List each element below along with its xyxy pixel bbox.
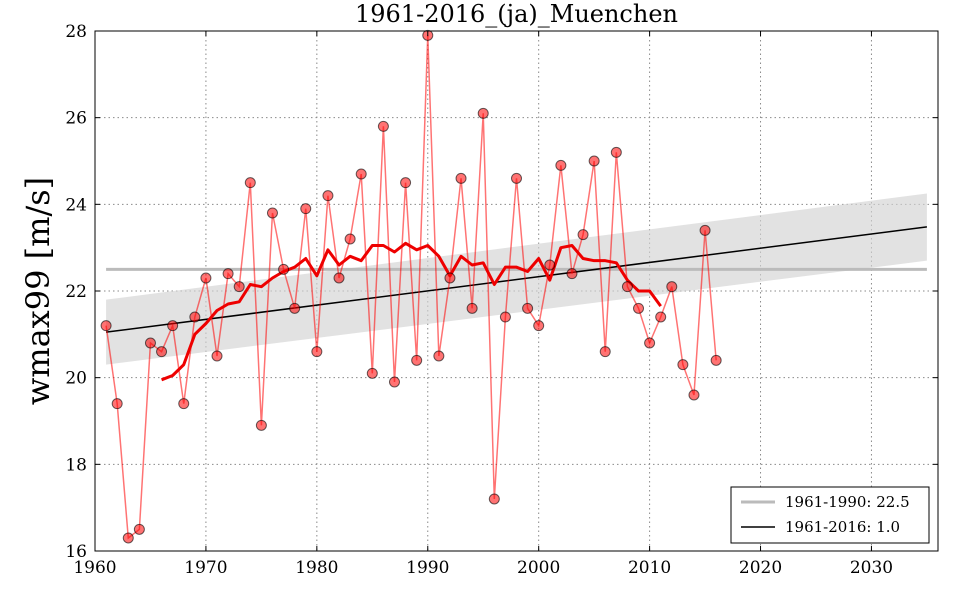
y-tick-label: 22 [65, 282, 87, 302]
axis-ticks [94, 30, 938, 552]
data-point [100, 320, 112, 332]
data-point [167, 320, 179, 332]
data-point [111, 398, 123, 410]
data-point [322, 190, 334, 202]
data-point [266, 207, 278, 219]
data-point [666, 281, 678, 293]
data-point [599, 346, 611, 358]
y-tick-labels: 16 18 20 22 24 26 28 [65, 22, 87, 562]
data-point [344, 233, 356, 245]
data-point [555, 159, 567, 171]
data-point [366, 367, 378, 379]
data-point [377, 120, 389, 132]
y-tick-label: 20 [65, 369, 87, 389]
y-tick-label: 24 [65, 195, 87, 215]
data-point [300, 203, 312, 215]
data-point [677, 359, 689, 371]
legend-label-trend: 1961-2016: 1.0 [785, 518, 900, 536]
data-point [311, 346, 323, 358]
data-point [633, 302, 645, 314]
data-point [610, 146, 622, 158]
annual-series-line [105, 35, 717, 540]
data-point [699, 224, 711, 236]
chart-title: 1961-2016_(ja)_Muenchen [355, 0, 678, 28]
x-tick-label: 1960 [73, 558, 116, 578]
data-point [244, 177, 256, 189]
x-tick-label: 2020 [739, 558, 782, 578]
x-tick-labels: 1960 1970 1980 1990 2000 2010 2020 2030 [73, 558, 893, 578]
data-point [588, 155, 600, 167]
y-tick-label: 26 [65, 109, 87, 129]
data-point [644, 337, 656, 349]
data-point [444, 272, 456, 284]
data-point [133, 523, 145, 535]
data-point [511, 172, 522, 184]
legend: 1961-1990: 22.5 1961-2016: 1.0 [730, 486, 930, 544]
data-point [122, 532, 134, 544]
data-point [577, 229, 589, 241]
running-mean-line [161, 241, 662, 382]
data-point [566, 268, 578, 280]
lines-layer [105, 35, 928, 540]
data-point [178, 398, 190, 410]
x-tick-label: 1990 [406, 558, 449, 578]
y-tick-label: 18 [65, 455, 87, 475]
x-tick-label: 2030 [850, 558, 893, 578]
grid [95, 31, 938, 551]
data-point [255, 419, 267, 431]
data-point [522, 302, 534, 314]
data-point [189, 311, 201, 323]
data-point [156, 346, 168, 358]
x-tick-label: 2000 [517, 558, 560, 578]
data-point [388, 376, 400, 388]
x-tick-label: 2010 [628, 558, 671, 578]
data-point [466, 302, 478, 314]
data-point [211, 350, 223, 362]
data-point [144, 337, 156, 349]
data-point [411, 354, 423, 366]
data-point [710, 354, 722, 366]
data-point [455, 172, 467, 184]
data-point [433, 350, 445, 362]
x-tick-label: 1980 [295, 558, 338, 578]
data-point [222, 268, 234, 280]
data-point [477, 107, 489, 119]
legend-box [730, 486, 930, 544]
data-point [200, 272, 212, 284]
data-point [289, 302, 301, 314]
data-point [533, 320, 545, 332]
trend-line [105, 226, 928, 333]
data-point [278, 263, 290, 275]
legend-label-reference: 1961-1990: 22.5 [785, 493, 910, 511]
y-tick-label: 16 [65, 542, 87, 562]
data-point [233, 281, 245, 293]
y-axis-label: wmax99 [m/s] [19, 177, 57, 405]
data-point [499, 311, 511, 323]
data-point [655, 311, 667, 323]
data-point [544, 259, 556, 271]
data-point [621, 281, 633, 293]
y-tick-label: 28 [65, 22, 87, 42]
x-tick-label: 1970 [184, 558, 227, 578]
data-point [333, 272, 345, 284]
data-point [688, 389, 700, 401]
data-point [400, 177, 412, 189]
data-point [355, 168, 367, 180]
data-point [488, 493, 500, 505]
